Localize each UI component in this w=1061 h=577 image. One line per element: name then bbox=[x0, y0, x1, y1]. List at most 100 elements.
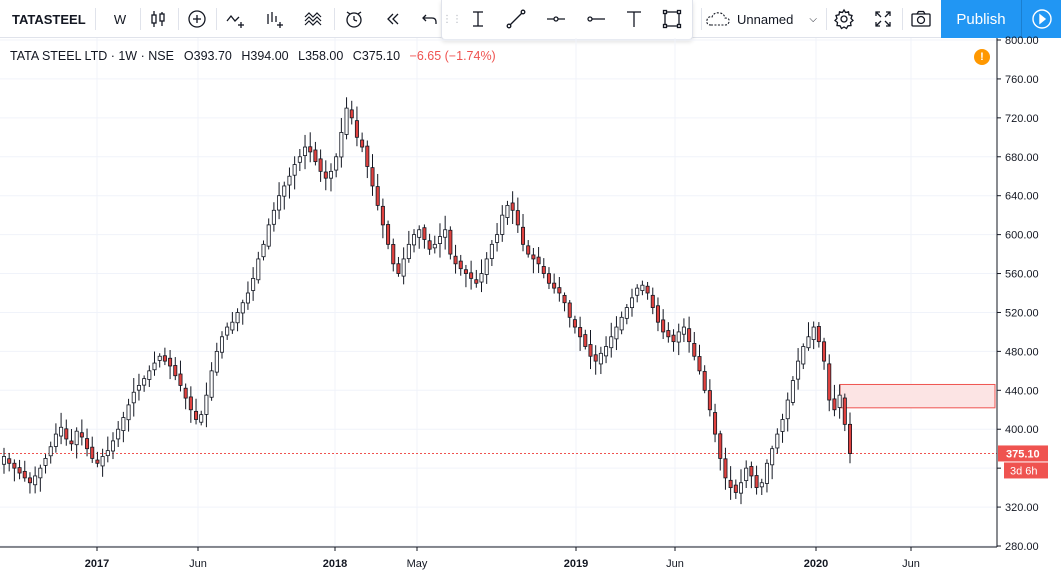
candle-body bbox=[728, 479, 733, 489]
candle-body bbox=[593, 354, 598, 362]
candle-body bbox=[780, 419, 785, 432]
legend-high: H394.00 bbox=[241, 49, 289, 63]
symbol-search-button[interactable]: TATASTEEL bbox=[12, 11, 86, 27]
toolbar-divider bbox=[826, 8, 827, 30]
candle-body bbox=[380, 205, 385, 226]
candle-body bbox=[655, 305, 660, 323]
fullscreen-icon[interactable] bbox=[865, 0, 901, 38]
candle-body bbox=[401, 258, 406, 277]
toolbar-divider bbox=[178, 8, 179, 30]
candle-body bbox=[209, 370, 214, 398]
chevron-down-icon: ⌵ bbox=[809, 13, 817, 25]
candle-body bbox=[614, 326, 619, 340]
undo-icon[interactable] bbox=[412, 0, 448, 38]
candle-body bbox=[261, 243, 266, 258]
legend-open: O393.70 bbox=[183, 49, 232, 63]
text-cursor-icon[interactable] bbox=[460, 0, 496, 38]
price-tick-label: 640.00 bbox=[1005, 191, 1039, 203]
candle-body bbox=[157, 355, 162, 361]
price-tick-label: 760.00 bbox=[1005, 74, 1039, 86]
price-axis-background bbox=[997, 38, 1061, 577]
compare-icon[interactable] bbox=[257, 0, 293, 38]
candle-body bbox=[287, 175, 292, 186]
templates-icon[interactable] bbox=[296, 0, 332, 38]
candle-body bbox=[391, 244, 396, 265]
time-tick-label: 2017 bbox=[85, 558, 109, 570]
candle-body bbox=[718, 433, 723, 459]
candle-body bbox=[412, 234, 417, 246]
rectangle-icon[interactable] bbox=[654, 0, 690, 38]
candle-body bbox=[604, 346, 609, 357]
add-indicator-icon[interactable] bbox=[179, 0, 215, 38]
interval-button[interactable]: W bbox=[113, 11, 127, 27]
candle-body bbox=[676, 331, 681, 343]
candle-body bbox=[328, 170, 333, 179]
candle-body bbox=[526, 245, 531, 255]
drag-handle-icon[interactable]: ⋮⋮ bbox=[442, 13, 462, 25]
candle-body bbox=[230, 321, 235, 331]
candle-body bbox=[178, 373, 183, 386]
candle-body bbox=[64, 428, 69, 440]
candle-body bbox=[344, 107, 349, 135]
candle-body bbox=[323, 171, 328, 179]
candle-body bbox=[370, 167, 375, 187]
candle-body bbox=[744, 467, 749, 482]
publish-menu-button[interactable] bbox=[1021, 0, 1061, 38]
candle-body bbox=[448, 229, 453, 255]
candle-body bbox=[479, 273, 484, 283]
candle-body bbox=[531, 254, 536, 260]
candle-body bbox=[733, 484, 738, 493]
candle-body bbox=[707, 390, 712, 411]
candle-body bbox=[188, 396, 193, 411]
indicators-icon[interactable] bbox=[218, 0, 254, 38]
toolbar-divider bbox=[701, 8, 702, 30]
candle-body bbox=[38, 467, 43, 479]
horizontal-line-icon[interactable] bbox=[578, 0, 614, 38]
candle-body bbox=[469, 272, 474, 279]
candle-body bbox=[489, 243, 494, 259]
price-tick-label: 400.00 bbox=[1005, 424, 1039, 436]
candle-body bbox=[235, 312, 240, 324]
candle-body bbox=[168, 357, 173, 367]
candle-body bbox=[116, 428, 121, 440]
layout-name-button[interactable]: Unnamed ⌵ bbox=[705, 0, 825, 38]
candle-body bbox=[313, 149, 318, 163]
candle-body bbox=[266, 224, 271, 247]
candle-body bbox=[271, 209, 276, 225]
publish-button[interactable]: Publish bbox=[941, 0, 1021, 38]
candle-body bbox=[100, 456, 105, 467]
candle-body bbox=[495, 234, 500, 243]
time-tick-label: 2020 bbox=[804, 558, 828, 570]
play-icon bbox=[1031, 9, 1052, 29]
candle-body bbox=[739, 482, 744, 494]
candles-icon[interactable] bbox=[140, 0, 176, 38]
replay-icon[interactable] bbox=[375, 0, 411, 38]
candle-body bbox=[770, 448, 775, 466]
price-tick-label: 280.00 bbox=[1005, 541, 1039, 553]
candle-body bbox=[661, 319, 666, 333]
candle-body bbox=[173, 365, 178, 377]
candle-body bbox=[635, 287, 640, 296]
candle-body bbox=[422, 227, 427, 240]
candle-body bbox=[474, 279, 479, 284]
candle-body bbox=[687, 328, 692, 343]
candle-body bbox=[349, 109, 354, 119]
text-tool-icon[interactable] bbox=[616, 0, 652, 38]
settings-icon[interactable] bbox=[826, 0, 862, 38]
camera-icon[interactable] bbox=[903, 0, 939, 38]
candle-body bbox=[318, 158, 323, 172]
alert-icon[interactable] bbox=[336, 0, 372, 38]
candle-body bbox=[619, 316, 624, 331]
candle-body bbox=[131, 391, 136, 404]
candle-body bbox=[199, 414, 204, 423]
candle-body bbox=[697, 356, 702, 372]
candle-body bbox=[671, 334, 676, 343]
toolbar-divider bbox=[334, 8, 335, 30]
warning-icon[interactable]: ! bbox=[974, 49, 990, 65]
candle-body bbox=[417, 229, 422, 238]
horizontal-ray-icon[interactable] bbox=[538, 0, 574, 38]
toolbar-divider bbox=[902, 8, 903, 30]
candle-body bbox=[27, 477, 32, 484]
trend-line-icon[interactable] bbox=[498, 0, 534, 38]
